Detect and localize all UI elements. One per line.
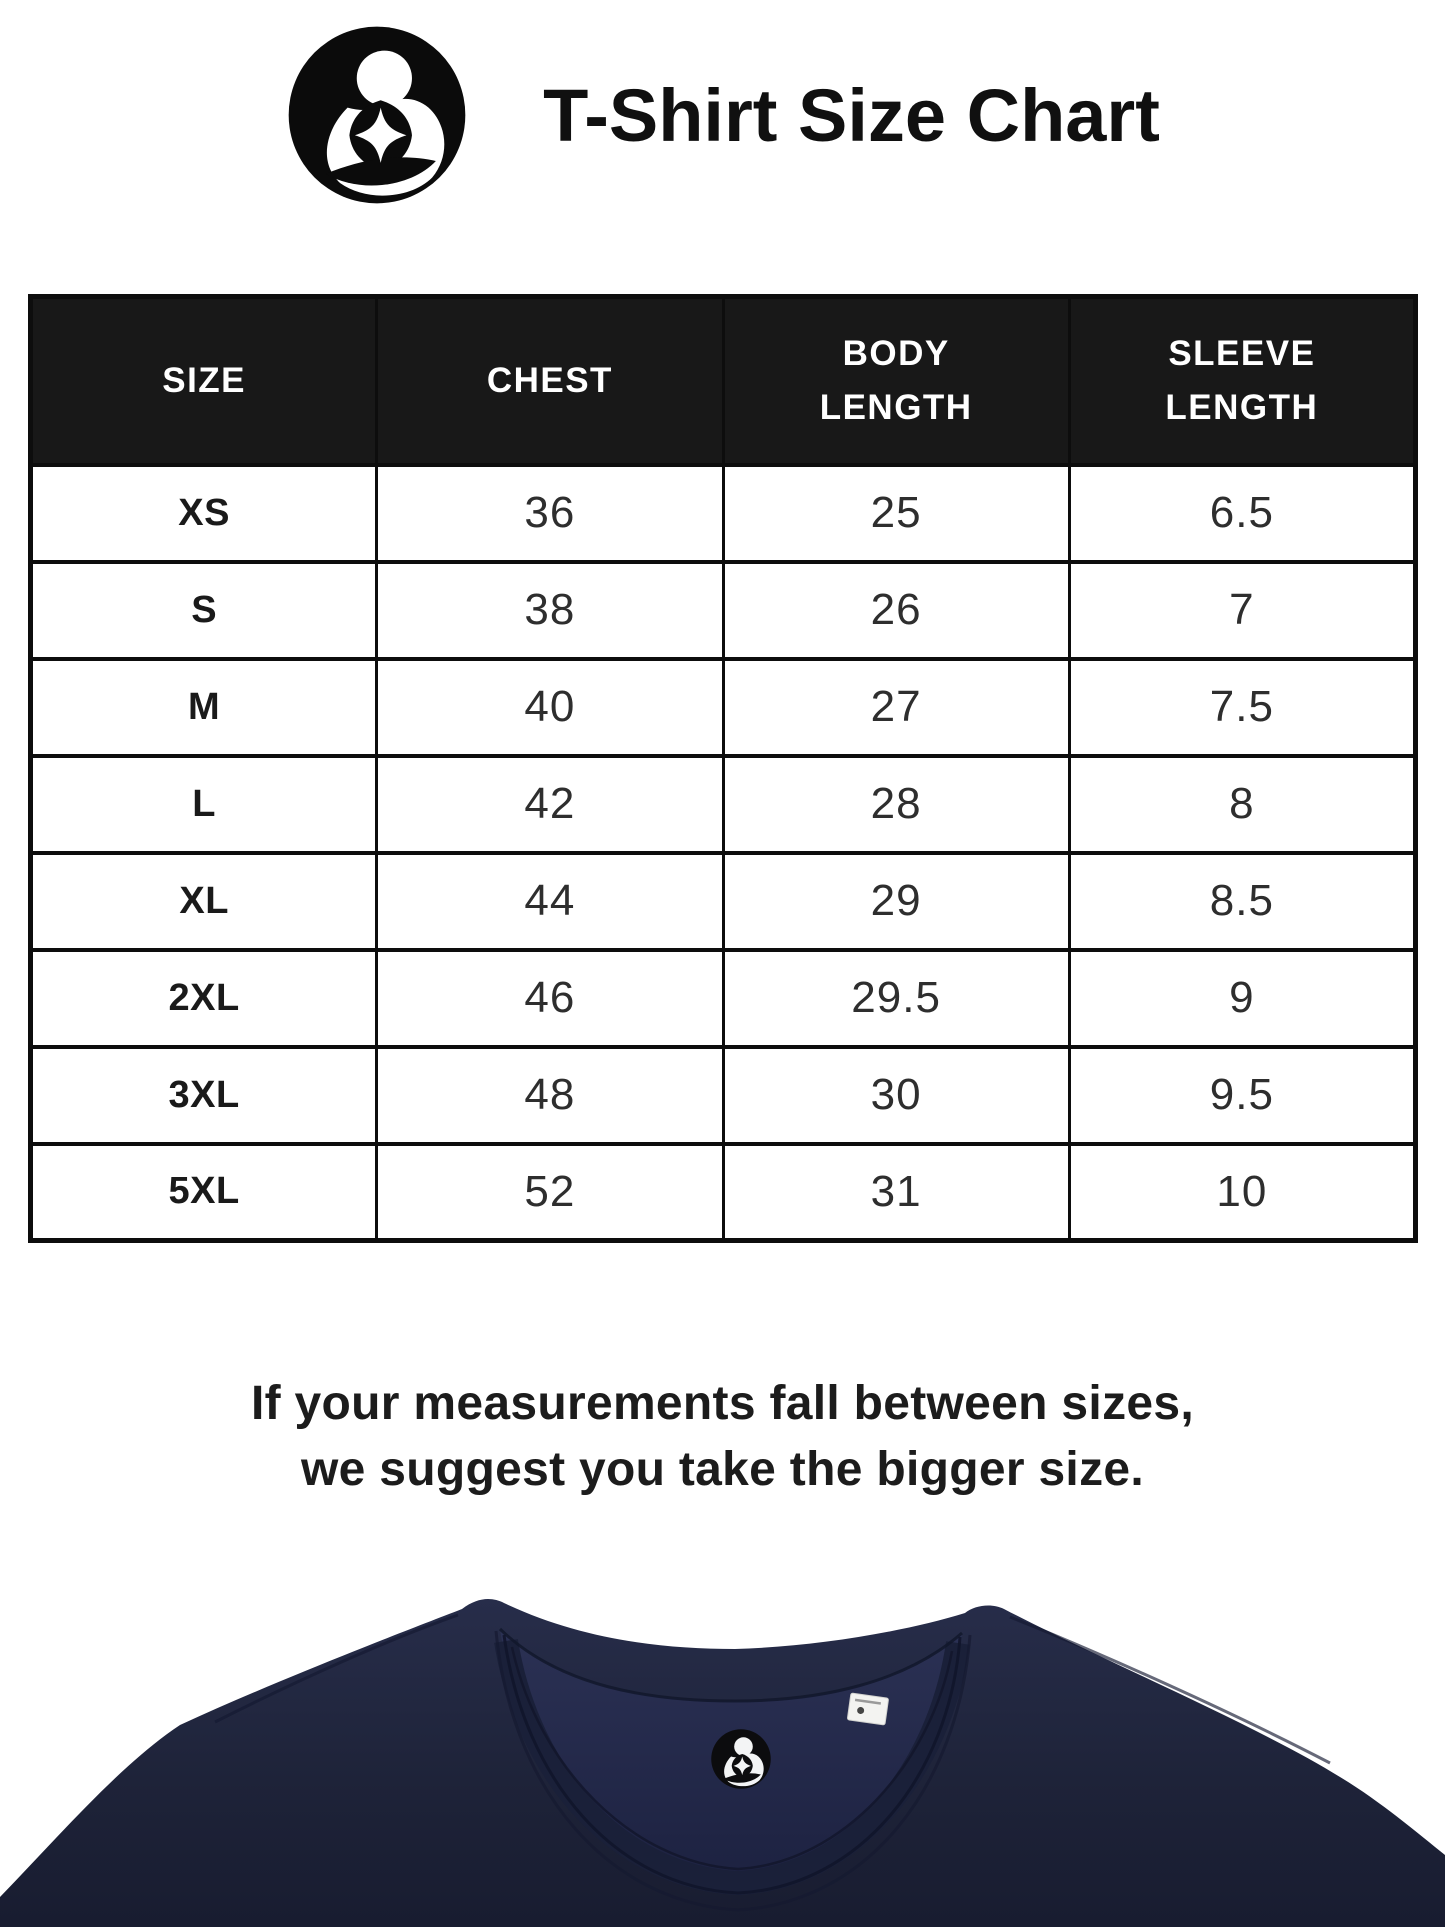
size-cell: XL bbox=[28, 850, 379, 952]
size-cell: 2XL bbox=[28, 947, 379, 1049]
table-header: SIZE CHEST BODY LENGTH SLEEVE LENGTH bbox=[28, 294, 1418, 467]
body-length-cell: 26 bbox=[721, 559, 1071, 661]
size-cell: S bbox=[28, 559, 379, 661]
collar-band bbox=[494, 1639, 970, 1896]
size-cell: M bbox=[28, 656, 379, 758]
chest-cell: 48 bbox=[375, 1044, 725, 1146]
chest-cell: 44 bbox=[375, 850, 725, 952]
page-title: T-Shirt Size Chart bbox=[543, 73, 1160, 157]
chest-cell: 42 bbox=[375, 753, 725, 855]
tshirt-collar-photo bbox=[0, 1587, 1445, 1927]
table-row: XS 36 25 6.5 bbox=[28, 462, 1418, 564]
chest-stitch-seam bbox=[494, 1630, 972, 1912]
size-cell: L bbox=[28, 753, 379, 855]
table-row: S 38 26 7 bbox=[28, 559, 1418, 661]
body-length-cell: 29 bbox=[721, 850, 1071, 952]
care-tag bbox=[847, 1692, 889, 1726]
table-row: 2XL 46 29.5 9 bbox=[28, 947, 1418, 1049]
body-length-cell: 31 bbox=[721, 1141, 1071, 1243]
chest-cell: 52 bbox=[375, 1141, 725, 1243]
brand-logo-icon bbox=[285, 20, 469, 210]
body-length-cell: 27 bbox=[721, 656, 1071, 758]
sleeve-length-cell: 8.5 bbox=[1067, 850, 1418, 952]
col-header-body-length: BODY LENGTH bbox=[721, 294, 1071, 467]
right-shoulder-seam bbox=[1009, 1615, 1331, 1765]
sleeve-length-cell: 9 bbox=[1067, 947, 1418, 1049]
fit-note: If your measurements fall between sizes,… bbox=[0, 1371, 1445, 1503]
fit-note-line1: If your measurements fall between sizes, bbox=[250, 1377, 1194, 1430]
table-row: XL 44 29 8.5 bbox=[28, 850, 1418, 952]
table-row: 3XL 48 30 9.5 bbox=[28, 1044, 1418, 1146]
size-chart-table: SIZE CHEST BODY LENGTH SLEEVE LENGTH XS … bbox=[28, 294, 1418, 1243]
sleeve-length-cell: 7.5 bbox=[1067, 656, 1418, 758]
body-length-cell: 29.5 bbox=[721, 947, 1071, 1049]
back-band-seam bbox=[498, 1627, 963, 1703]
body-length-cell: 28 bbox=[721, 753, 1071, 855]
table-body: XS 36 25 6.5 S 38 26 7 M 40 27 7.5 L 42 … bbox=[28, 462, 1418, 1243]
size-cell: 5XL bbox=[28, 1141, 379, 1243]
header-row: SIZE CHEST BODY LENGTH SLEEVE LENGTH bbox=[28, 294, 1418, 467]
col-header-size: SIZE bbox=[28, 294, 379, 467]
sleeve-length-cell: 7 bbox=[1067, 559, 1418, 661]
chest-cell: 36 bbox=[375, 462, 725, 564]
col-header-sleeve-length: SLEEVE LENGTH bbox=[1067, 294, 1418, 467]
table-row: 5XL 52 31 10 bbox=[28, 1141, 1418, 1243]
collar-seam-inner bbox=[510, 1646, 954, 1871]
table-row: L 42 28 8 bbox=[28, 753, 1418, 855]
sleeve-length-cell: 6.5 bbox=[1067, 462, 1418, 564]
chest-cell: 46 bbox=[375, 947, 725, 1049]
table-row: M 40 27 7.5 bbox=[28, 656, 1418, 758]
collar-label-logo-icon bbox=[711, 1729, 771, 1789]
left-shoulder-seam bbox=[214, 1613, 459, 1724]
sleeve-length-cell: 8 bbox=[1067, 753, 1418, 855]
page-header: T-Shirt Size Chart bbox=[0, 0, 1445, 190]
sleeve-length-cell: 9.5 bbox=[1067, 1044, 1418, 1146]
collar-seam-outer bbox=[502, 1634, 962, 1895]
fit-note-line2: we suggest you take the bigger size. bbox=[300, 1443, 1145, 1497]
size-cell: XS bbox=[28, 462, 379, 564]
body-length-cell: 25 bbox=[721, 462, 1071, 564]
chest-cell: 40 bbox=[375, 656, 725, 758]
chest-cell: 38 bbox=[375, 559, 725, 661]
sleeve-length-cell: 10 bbox=[1067, 1141, 1418, 1243]
col-header-chest: CHEST bbox=[375, 294, 725, 467]
body-length-cell: 30 bbox=[721, 1044, 1071, 1146]
size-cell: 3XL bbox=[28, 1044, 379, 1146]
